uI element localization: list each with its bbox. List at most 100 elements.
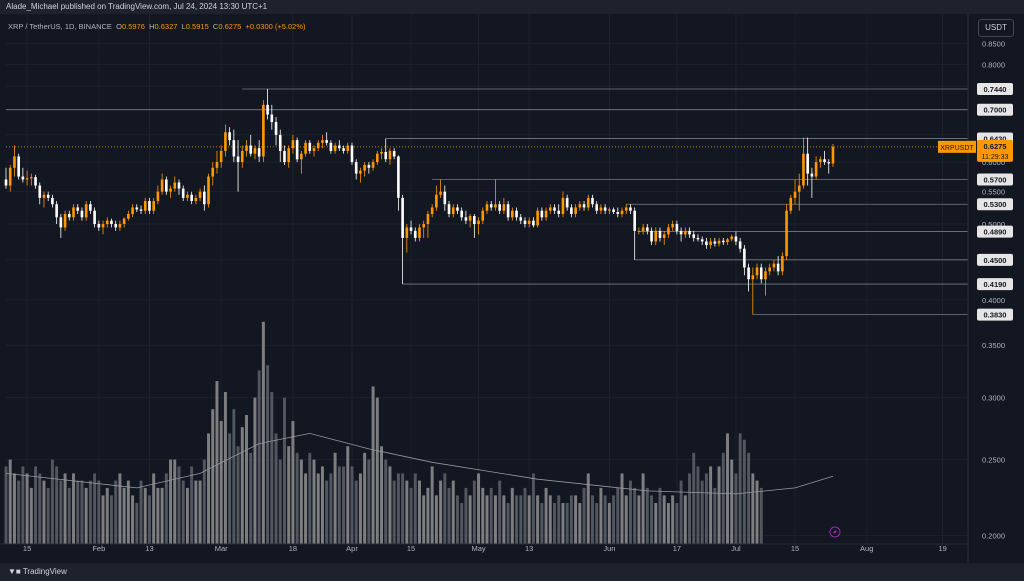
candle [67,210,71,221]
x-tick-label: Jun [603,544,615,553]
volume-bar [641,473,645,544]
volume-bar [261,321,265,544]
candle [751,267,755,315]
candle-body [240,150,244,163]
level-label: 0.5300 [984,200,1007,209]
candle [586,194,590,211]
candle-body [110,220,113,225]
x-tick-label: 19 [939,544,947,553]
candle [253,145,257,160]
candle [692,230,696,242]
volume-bar [565,503,569,544]
candle-body [456,207,459,211]
volume-bar [675,503,679,544]
candle-body [312,148,316,151]
volume-bar [84,487,88,544]
time-axis[interactable]: 15 Feb 13 Mar 18 Apr 15 May 13 Jun 17 Jul 15 Aug 19 [0,543,968,553]
volume-bar [557,495,561,544]
candle-body [599,207,603,211]
candle [641,224,645,235]
volume-bar [392,480,396,544]
close-value: 0.6275 [218,22,242,31]
candle [468,213,472,228]
candle [42,191,46,208]
candle [696,234,700,242]
candle [405,224,409,253]
candle-body [266,104,269,115]
candle-body [139,209,143,211]
volume-bar [131,495,135,544]
candle-body [473,215,476,225]
candle-body [548,207,552,211]
candle [620,207,624,218]
volume-bar [515,495,519,544]
candle-body [359,170,362,174]
candle-body [629,207,632,211]
candle-body [831,146,835,164]
tradingview-logo-icon[interactable]: ▼■ [8,567,21,576]
candle-body [764,271,767,280]
candle [561,191,565,218]
candle-body [122,218,126,225]
candle-body [262,104,265,157]
candle [46,191,50,202]
y-tick-label: 0.2000 [982,531,1005,540]
candle-body [717,240,721,244]
candle [819,156,822,168]
price-axis[interactable]: 0.2000 0.2500 0.3000 0.3500 0.4000 0.4500 0.50… [967,14,1013,563]
candle [603,204,607,214]
volume-bar [346,446,350,544]
candle-body [274,122,278,135]
x-tick-label: 13 [525,544,533,553]
candle [346,142,350,154]
volume-bar [481,487,485,544]
candle-body [25,178,29,180]
candle [599,204,603,214]
candle-body [578,204,582,208]
volume-bar [164,473,168,544]
candle-body [232,140,236,157]
x-tick-label: 15 [791,544,799,553]
candle-body [561,197,565,214]
volume-bar [607,503,611,544]
candle-body [700,239,704,242]
candle-body [759,267,763,280]
volume-bar [413,473,417,544]
candle-body [257,148,261,157]
candle-body [4,179,8,186]
volume-bars [4,321,763,544]
candle [283,145,286,165]
y-tick-label: 0.5000 [982,220,1005,229]
volume-bar [55,466,59,544]
candle-body [532,220,535,226]
y-tick-label: 0.8000 [982,60,1005,69]
candle [262,100,265,163]
level-label: 0.7000 [984,106,1007,115]
candle [202,185,206,211]
candle [776,256,780,276]
candle [375,150,379,165]
chart-frame[interactable]: 0.2000 0.2500 0.3000 0.3500 0.4000 0.4500 0.50… [0,14,1024,563]
currency-unit-button[interactable]: USDT [978,19,1014,37]
volume-bar [531,473,535,544]
ohlc-legend: XRP / TetherUS, 1D, BINANCE O0.5976 H0.6… [8,22,306,31]
x-tick-label: Feb [92,544,105,553]
candle [304,140,307,157]
candle-body [721,240,725,243]
candle [114,220,118,231]
volume-bar [447,487,451,544]
candle [536,207,539,228]
x-tick-label: 15 [407,544,415,553]
volume-bar [591,495,594,544]
candle-body [553,207,556,211]
candle [409,220,413,235]
candle [654,227,658,246]
candle-body [667,227,670,235]
low-label: L [181,22,186,31]
candle [629,204,632,214]
volume-bar [282,397,286,544]
volume-bar [118,473,122,544]
candle-body [371,162,375,168]
candle [519,213,523,225]
price-chart[interactable]: 0.2000 0.2500 0.3000 0.3500 0.4000 0.4500 0.50… [0,14,1024,563]
